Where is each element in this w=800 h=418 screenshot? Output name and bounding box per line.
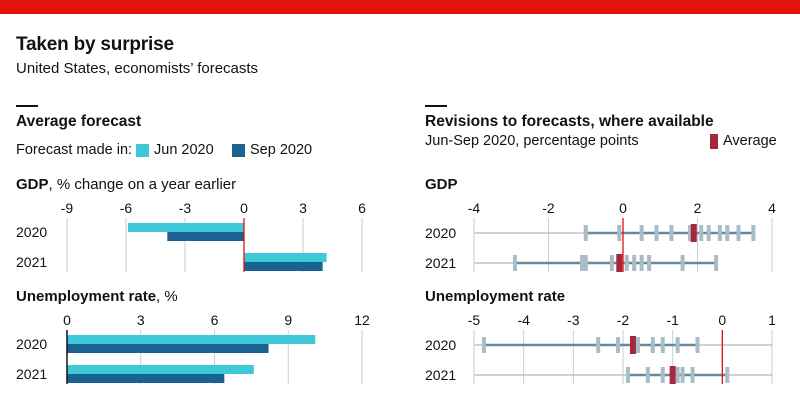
- gdp-rev-forecast-tick-0-6: [699, 225, 703, 241]
- gdp-rev-forecast-tick-0-2: [640, 225, 644, 241]
- gdp-avg-tick-label-5: 6: [358, 200, 366, 216]
- unemp-rev-tick-label-0: -5: [468, 312, 481, 328]
- unemp-rev-forecast-tick-0-5: [661, 337, 665, 353]
- unemp-avg-tick-label-4: 12: [354, 312, 370, 328]
- unemp-avg-tick-label-0: 0: [63, 312, 71, 328]
- unemp-rev-average-marker-0: [630, 336, 636, 354]
- gdp-rev-forecast-tick-1-6: [640, 255, 644, 271]
- unemp-rev-forecast-tick-0-7: [696, 337, 700, 353]
- gdp-rev-forecast-tick-0-8: [718, 225, 722, 241]
- gdp-rev-forecast-tick-0-7: [707, 225, 711, 241]
- unemp-avg-category-label-0: 2020: [16, 336, 47, 352]
- gdp-rev-tick-label-0: -4: [468, 200, 481, 216]
- unemp-avg-category-label-1: 2021: [16, 366, 47, 382]
- gdp-rev-forecast-tick-1-8: [681, 255, 685, 271]
- unemp-rev-forecast-tick-1-7: [725, 367, 729, 383]
- gdp-rev-tick-label-2: 0: [619, 200, 627, 216]
- unemp-rev-forecast-tick-1-2: [661, 367, 665, 383]
- unemp-rev-forecast-tick-1-0: [626, 367, 630, 383]
- unemp-rev-forecast-tick-1-1: [646, 367, 650, 383]
- gdp-rev-forecast-tick-0-4: [669, 225, 673, 241]
- gdp-rev-forecast-tick-0-3: [655, 225, 659, 241]
- gdp-avg-tick-label-2: -3: [179, 200, 192, 216]
- unemp-rev-category-label-0: 2020: [425, 337, 456, 353]
- unemp-avg-tick-label-3: 9: [284, 312, 292, 328]
- gdp-rev-forecast-tick-0-0: [584, 225, 588, 241]
- gdp-avg-tick-label-3: 0: [240, 200, 248, 216]
- gdp-rev-tick-label-4: 4: [768, 200, 776, 216]
- unemp-rev-tick-label-3: -2: [617, 312, 630, 328]
- gdp-rev-forecast-tick-0-10: [736, 225, 740, 241]
- unemp-rev-forecast-tick-0-1: [596, 337, 600, 353]
- unemp-avg-tick-label-2: 6: [211, 312, 219, 328]
- unemp-rev-category-label-1: 2021: [425, 367, 456, 383]
- unemp-rev-tick-label-2: -3: [567, 312, 580, 328]
- gdp-rev-average-marker-1: [616, 254, 622, 272]
- gdp-rev-forecast-tick-0-9: [725, 225, 729, 241]
- unemp-rev-average-marker-1: [670, 366, 676, 384]
- unemp-rev-tick-label-1: -4: [517, 312, 530, 328]
- unemp-rev-forecast-tick-1-4: [676, 367, 680, 383]
- unemp-rev-forecast-tick-1-5: [681, 367, 685, 383]
- gdp-rev-forecast-tick-1-9: [714, 255, 718, 271]
- gdp-avg-bar-2021-jun: [244, 253, 327, 262]
- gdp-avg-tick-label-1: -6: [120, 200, 133, 216]
- gdp-rev-forecast-tick-1-4: [625, 255, 629, 271]
- gdp-rev-tick-label-3: 2: [694, 200, 702, 216]
- gdp-rev-forecast-tick-1-2: [584, 255, 588, 271]
- gdp-rev-tick-label-1: -2: [542, 200, 555, 216]
- gdp-avg-tick-label-0: -9: [61, 200, 74, 216]
- unemp-avg-bar-2020-jun: [67, 335, 315, 344]
- gdp-rev-forecast-tick-1-1: [580, 255, 584, 271]
- unemp-rev-forecast-tick-0-6: [676, 337, 680, 353]
- unemp-avg-tick-label-1: 3: [137, 312, 145, 328]
- unemp-rev-forecast-tick-0-2: [616, 337, 620, 353]
- unemp-rev-forecast-tick-0-4: [651, 337, 655, 353]
- gdp-rev-forecast-tick-1-3: [610, 255, 614, 271]
- gdp-avg-bar-2020-jun: [128, 223, 244, 232]
- gdp-rev-category-label-0: 2020: [425, 225, 456, 241]
- gdp-rev-average-marker-0: [691, 224, 697, 242]
- gdp-avg-category-label-1: 2021: [16, 254, 47, 270]
- unemp-rev-forecast-tick-0-3: [636, 337, 640, 353]
- gdp-rev-category-label-1: 2021: [425, 255, 456, 271]
- unemp-rev-tick-label-6: 1: [768, 312, 776, 328]
- unemp-avg-bar-2021-jun: [67, 365, 254, 374]
- gdp-rev-forecast-tick-0-1: [617, 225, 621, 241]
- unemp-rev-forecast-tick-0-0: [482, 337, 486, 353]
- gdp-avg-bar-2021-sep: [244, 262, 323, 271]
- gdp-rev-forecast-tick-0-11: [751, 225, 755, 241]
- unemp-rev-tick-label-5: 0: [718, 312, 726, 328]
- gdp-rev-forecast-tick-1-5: [632, 255, 636, 271]
- gdp-rev-forecast-tick-1-7: [647, 255, 651, 271]
- gdp-avg-bar-2020-sep: [167, 232, 244, 241]
- unemp-rev-tick-label-4: -1: [666, 312, 679, 328]
- gdp-avg-category-label-0: 2020: [16, 224, 47, 240]
- gdp-rev-forecast-tick-1-0: [513, 255, 517, 271]
- gdp-avg-tick-label-4: 3: [299, 200, 307, 216]
- unemp-avg-bar-2020-sep: [67, 344, 269, 353]
- unemp-avg-bar-2021-sep: [67, 374, 224, 383]
- unemp-rev-forecast-tick-1-6: [691, 367, 695, 383]
